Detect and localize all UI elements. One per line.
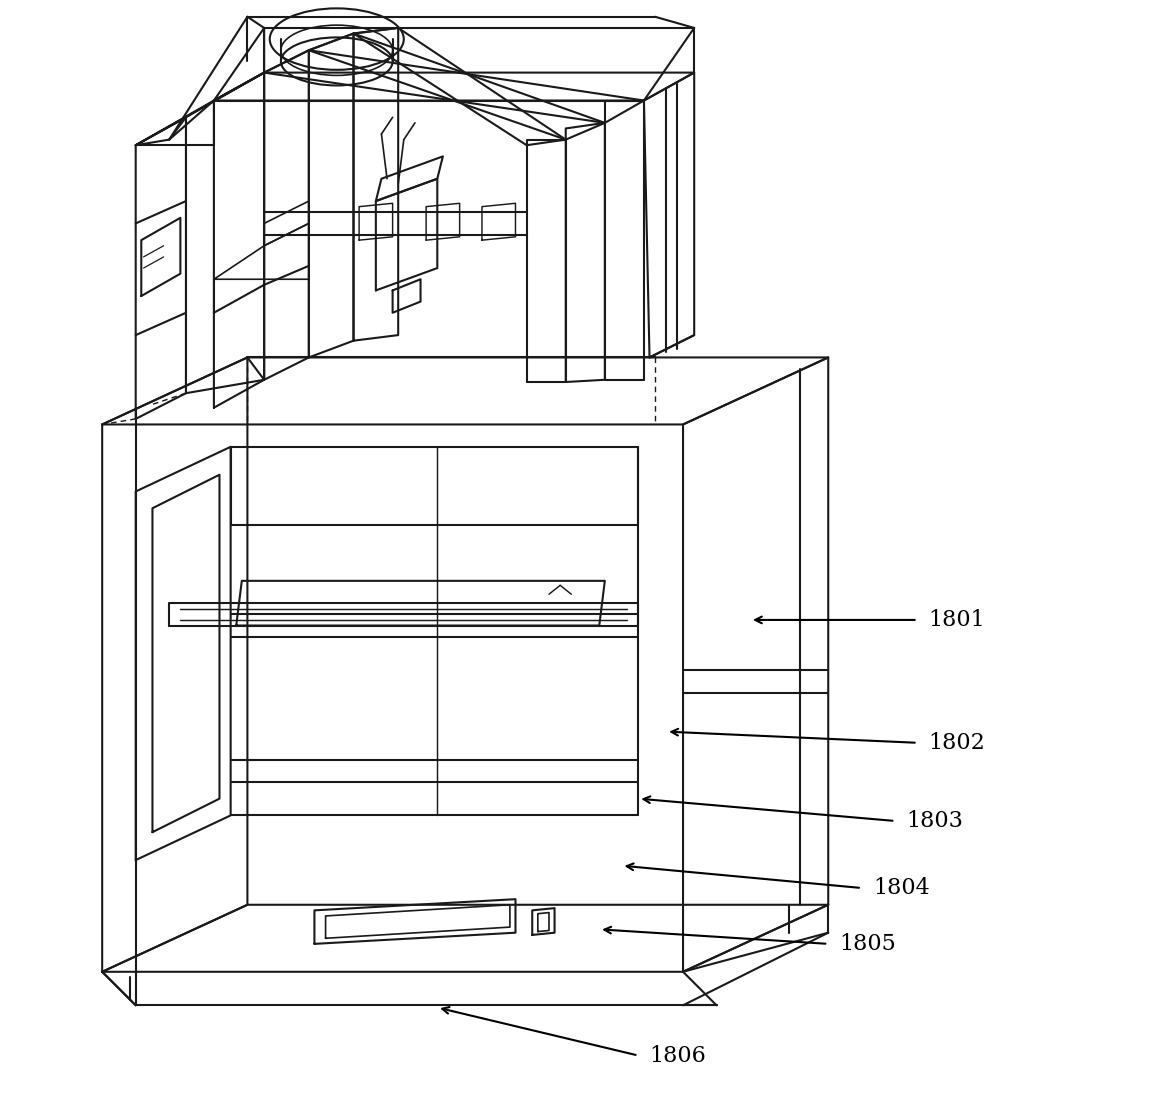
Text: 1806: 1806 [650, 1044, 706, 1067]
Text: 1804: 1804 [873, 877, 930, 899]
Text: 1801: 1801 [929, 609, 986, 631]
Text: 1805: 1805 [840, 933, 896, 955]
Text: 1803: 1803 [906, 810, 963, 832]
Text: 1802: 1802 [929, 732, 986, 754]
